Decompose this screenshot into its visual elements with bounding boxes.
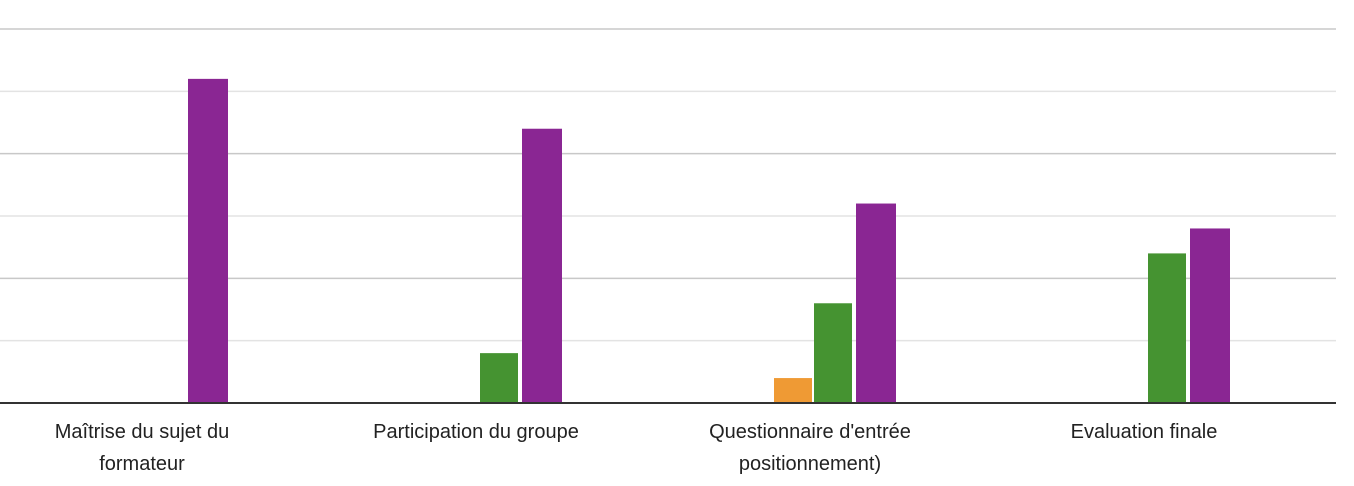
bar <box>522 128 562 403</box>
x-tick-label-line: Maîtrise du sujet du <box>55 421 230 443</box>
x-tick-label: Evaluation finale <box>1071 421 1218 443</box>
bar <box>814 303 852 403</box>
bar <box>480 353 518 403</box>
bar <box>1148 253 1186 403</box>
x-tick-label: Questionnaire d'entrée positionnement) <box>709 421 911 475</box>
bar <box>856 203 896 403</box>
x-tick-label: Maîtrise du sujet du formateur <box>55 421 230 475</box>
bars <box>188 78 1230 403</box>
x-tick-label-line: formateur <box>99 453 185 475</box>
bar <box>188 78 228 403</box>
x-tick-label: Participation du groupe <box>373 421 579 443</box>
x-tick-label-line: positionnement) <box>739 453 881 475</box>
x-tick-labels: Maîtrise du sujet du formateur Participati… <box>55 421 1218 475</box>
x-tick-label-line: Evaluation finale <box>1071 421 1218 443</box>
x-tick-label-line: Participation du groupe <box>373 421 579 443</box>
bar <box>1190 228 1230 403</box>
x-tick-label-line: Questionnaire d'entrée <box>709 421 911 443</box>
bar <box>774 378 812 403</box>
